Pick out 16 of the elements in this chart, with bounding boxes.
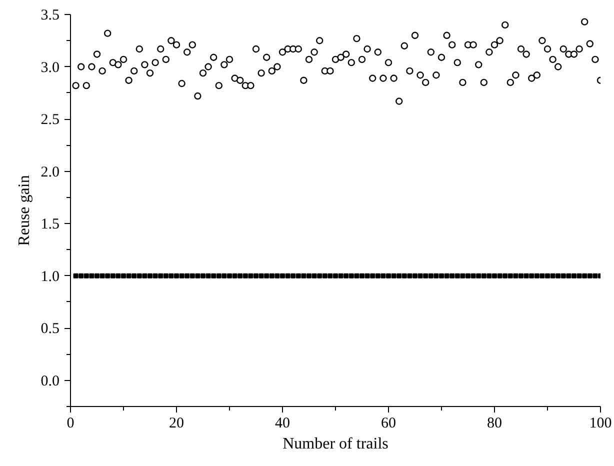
x-tick-label: 80 [487,416,502,432]
x-tick-label: 40 [275,416,290,432]
text: 3.0 [40,60,60,76]
x-tick-label: 0 [66,416,74,432]
text: 0.0 [40,373,60,390]
y-tick-label: 0.5 [40,321,60,338]
text: 2.0 [40,164,60,180]
x-tick-label: 100 [589,416,612,432]
y-tick-label: 2.5 [40,112,60,128]
x-tick-label: 60 [381,416,396,432]
text: 1.0 [40,268,60,285]
x-axis-title: Number of trails [282,436,388,452]
y-axis-title: Reuse gain [16,175,33,246]
y-tick-label: 3.5 [40,8,60,24]
x-tick-label: 20 [169,416,184,432]
y-tick-label: 1.5 [40,216,60,233]
